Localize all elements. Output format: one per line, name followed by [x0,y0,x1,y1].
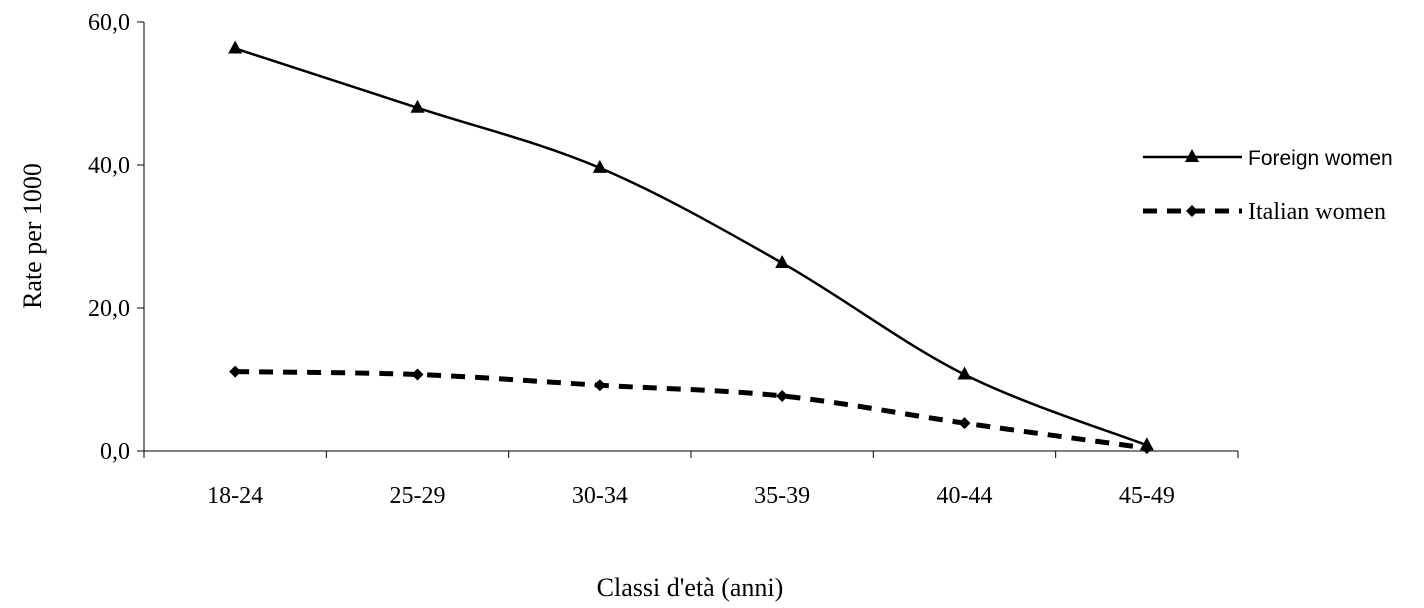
x-tick-label: 45-49 [1119,483,1175,509]
legend-marker-diamond-icon [1186,205,1198,217]
series-layer [228,40,1154,455]
data-point-triangle [957,366,972,380]
x-tick-label: 35-39 [754,483,810,509]
legend-item-italian-women: Italian women [1143,199,1386,225]
x-tick-label: 40-44 [937,483,993,509]
legend-label-foreign-women: Foreign women [1248,147,1393,170]
series-line-italian-women [235,369,1148,451]
axes [143,22,1238,452]
x-axis-title: Classi d'età (anni) [597,573,784,602]
x-ticks: 18-24 25-29 30-34 35-39 40-44 45-49 [143,451,1239,509]
legend: Foreign women Italian women [1143,147,1393,225]
y-ticks: 0,0 20,0 40,0 60,0 [88,10,144,465]
data-point-triangle [592,159,607,173]
data-point-diamond [593,379,606,392]
y-tick-label: 60,0 [88,10,130,36]
data-point-diamond [229,365,242,378]
legend-label-italian-women: Italian women [1248,199,1386,225]
y-tick-label: 20,0 [88,296,130,322]
series-foreign-women [228,40,1154,451]
x-tick-label: 18-24 [207,483,263,509]
data-point-diamond [411,368,424,381]
data-point-diamond [1140,442,1153,455]
y-tick-label: 40,0 [88,153,130,179]
y-axis-title: Rate per 1000 [18,163,47,309]
x-tick-label: 30-34 [572,483,628,509]
data-point-diamond [958,417,971,430]
legend-item-foreign-women: Foreign women [1143,147,1393,170]
y-tick-label: 0,0 [100,439,130,465]
data-point-triangle [410,99,425,113]
data-point-diamond [776,389,789,402]
data-point-triangle [775,254,790,268]
series-line-foreign-women [234,47,1148,447]
legend-marker-triangle-icon [1185,149,1199,162]
data-point-triangle [228,40,243,54]
x-tick-label: 25-29 [390,483,446,509]
series-italian-women [229,365,1153,455]
